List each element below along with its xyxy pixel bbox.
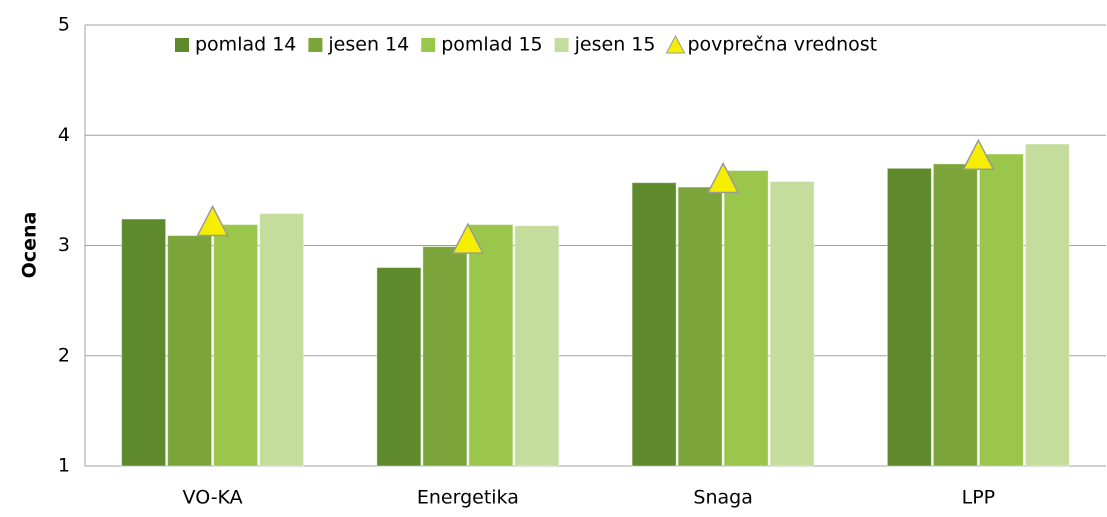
y-axis-label: Ocena [19,212,41,279]
bar [769,181,815,467]
bar [978,153,1024,467]
bar [422,246,468,467]
legend-label: jesen 15 [574,34,656,56]
bar [376,267,422,467]
bar [259,213,305,467]
legend-swatch [308,38,323,52]
bar [886,167,932,467]
x-tick-label: VO-KA [183,487,243,509]
x-tick-label: Snaga [693,487,752,509]
bar [121,218,167,467]
x-tick-label: Energetika [417,487,519,509]
x-tick-label: LPP [962,487,996,509]
legend-marker [665,34,686,54]
bar [213,224,259,467]
legend-swatch [175,38,189,52]
average-marker [451,222,485,254]
y-tick-label: 5 [58,14,70,36]
legend-label: povprečna vrednost [687,34,877,56]
y-tick-label: 1 [58,455,70,477]
average-marker [196,204,229,237]
bar [631,182,677,467]
y-tick-label: 4 [58,124,70,146]
average-marker [962,138,995,171]
legend-label: pomlad 15 [441,34,542,56]
bar [932,163,978,467]
bar [514,225,560,467]
y-tick-label: 2 [58,344,70,366]
legend-label: jesen 14 [327,34,409,56]
legend-label: pomlad 14 [195,34,296,56]
bar [468,224,514,467]
average-marker [706,161,740,194]
y-tick-label: 3 [58,234,70,256]
legend-swatch [554,38,569,52]
bar [723,170,769,467]
bar [677,186,723,467]
bar [167,235,213,467]
legend-swatch [421,38,436,52]
bar [1024,143,1070,467]
